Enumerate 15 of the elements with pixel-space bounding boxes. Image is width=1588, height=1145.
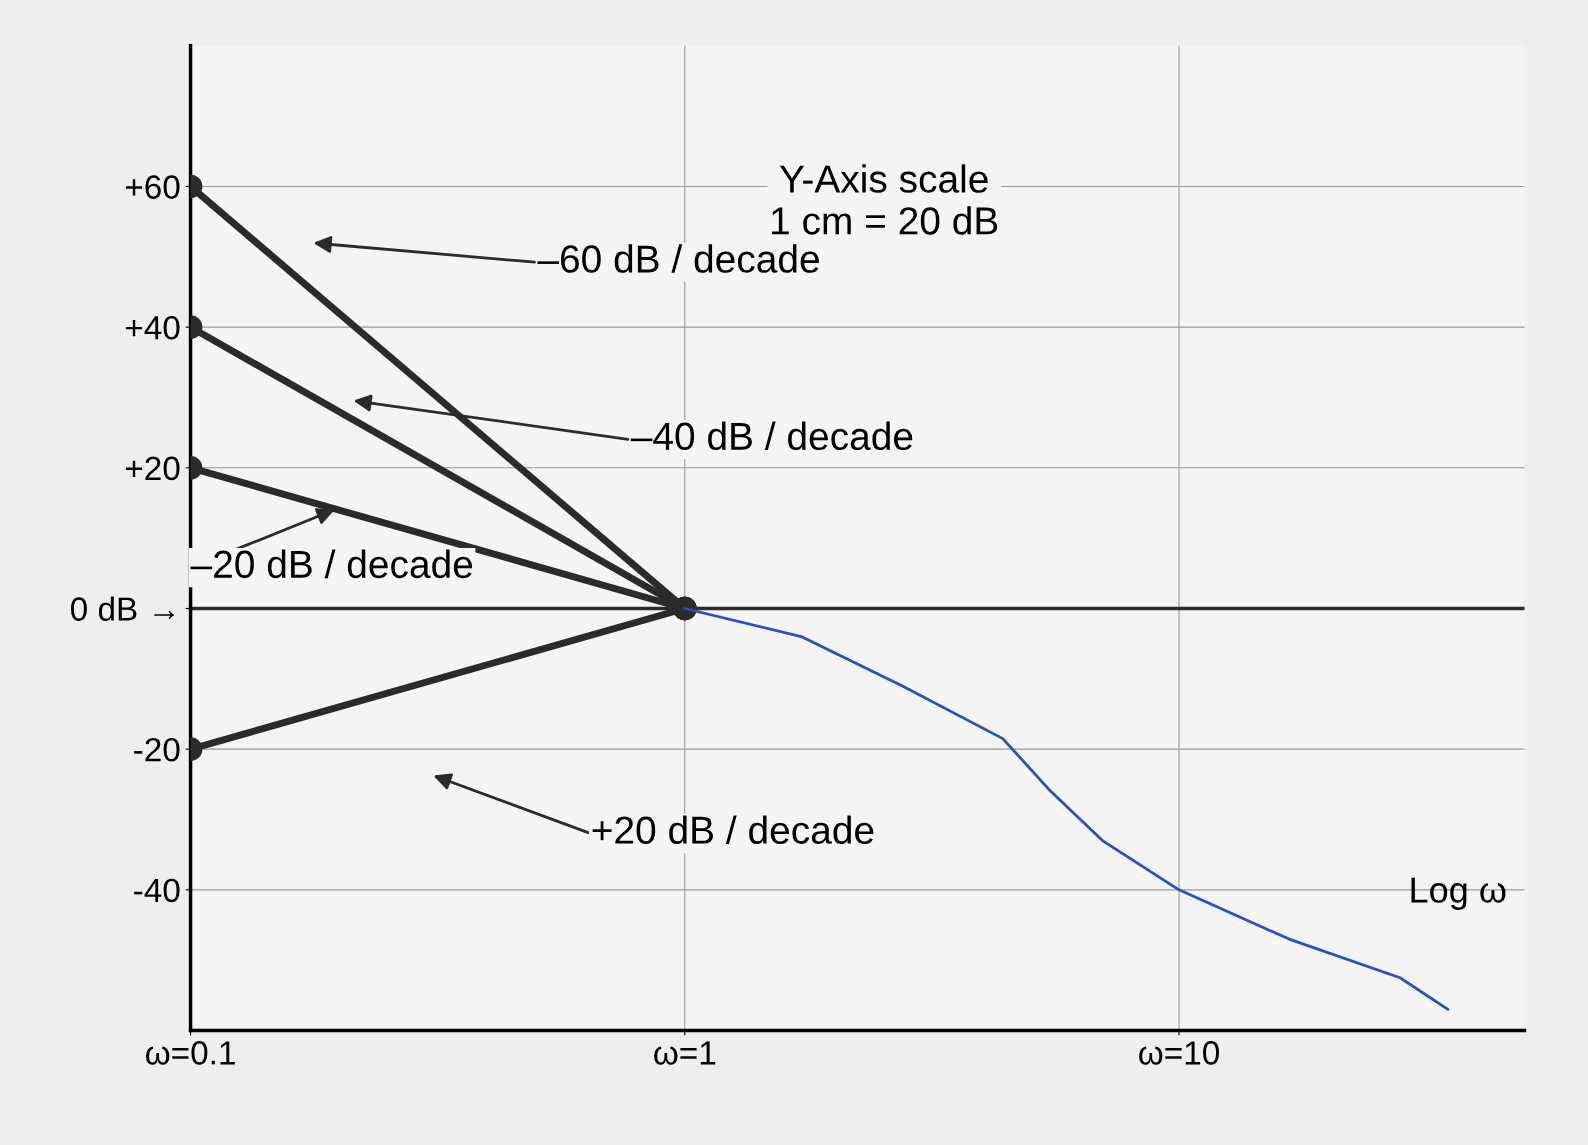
- annotation: +20 dB / decade: [592, 815, 874, 844]
- annotation: Y-Axis scale 1 cm = 20 dB: [772, 164, 998, 235]
- x-tick-label: ω=1: [654, 1041, 716, 1065]
- y-tick-label: -40: [134, 878, 180, 903]
- annotation: –60 dB / decade: [537, 244, 819, 273]
- y-tick-label: +20: [125, 456, 180, 481]
- y-tick-label: +60: [125, 175, 180, 199]
- x-tick-label: ω=0.1: [145, 1041, 235, 1065]
- x-tick-label: ω=10: [1139, 1041, 1220, 1065]
- x-axis-title: Log ω: [1411, 877, 1506, 910]
- annotation: –40 dB / decade: [630, 421, 913, 451]
- y-tick-label: 0 dB →: [70, 596, 175, 621]
- y-tick-label: +40: [125, 315, 180, 340]
- y-tick-label: -20: [134, 737, 180, 762]
- annotation: –20 dB / decade: [190, 549, 473, 579]
